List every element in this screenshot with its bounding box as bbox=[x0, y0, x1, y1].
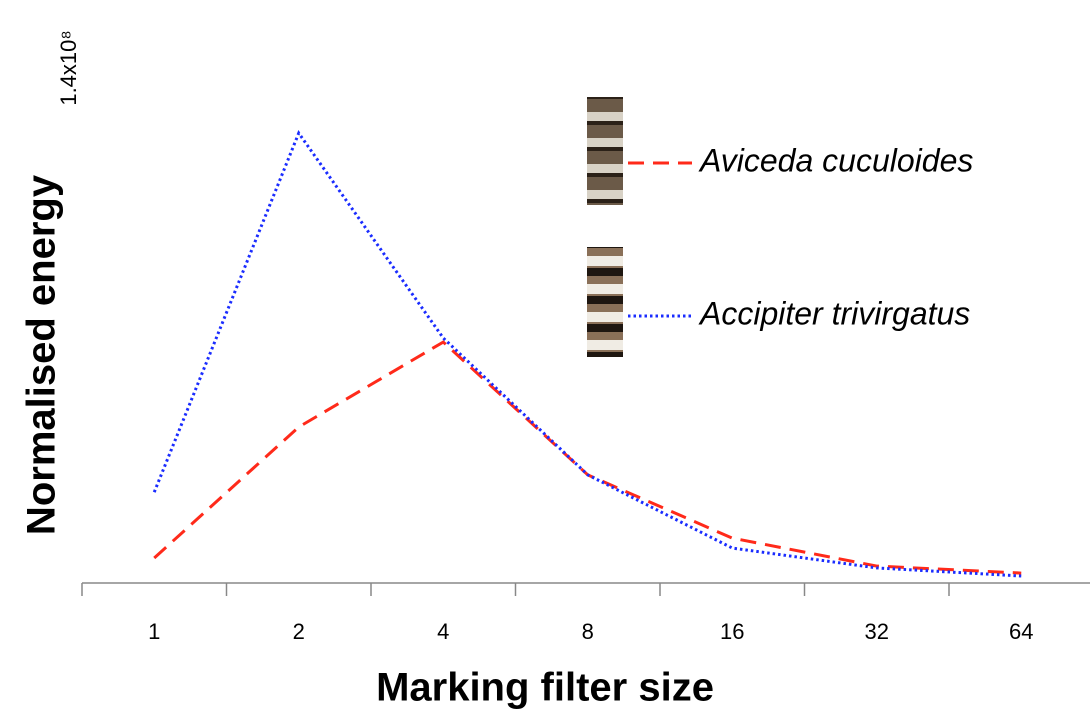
chart: Normalised energy Marking filter size 1.… bbox=[0, 0, 1090, 720]
y-tick-label: 1.4x10⁸ bbox=[56, 30, 81, 105]
x-tick-label: 4 bbox=[437, 619, 449, 644]
x-tick-label: 2 bbox=[293, 619, 305, 644]
x-tick-label: 64 bbox=[1009, 619, 1033, 644]
x-tick-label: 32 bbox=[865, 619, 889, 644]
legend-image bbox=[587, 97, 623, 205]
legend-label: Accipiter trivirgatus bbox=[698, 295, 970, 331]
y-axis-title: Normalised energy bbox=[20, 174, 64, 535]
x-axis-title: Marking filter size bbox=[376, 666, 714, 710]
x-tick-label: 8 bbox=[582, 619, 594, 644]
data-line bbox=[154, 342, 1021, 573]
x-tick-label: 1 bbox=[148, 619, 160, 644]
legend-image bbox=[587, 247, 623, 357]
x-tick-label: 16 bbox=[720, 619, 744, 644]
legend-label: Aviceda cuculoides bbox=[698, 142, 973, 178]
